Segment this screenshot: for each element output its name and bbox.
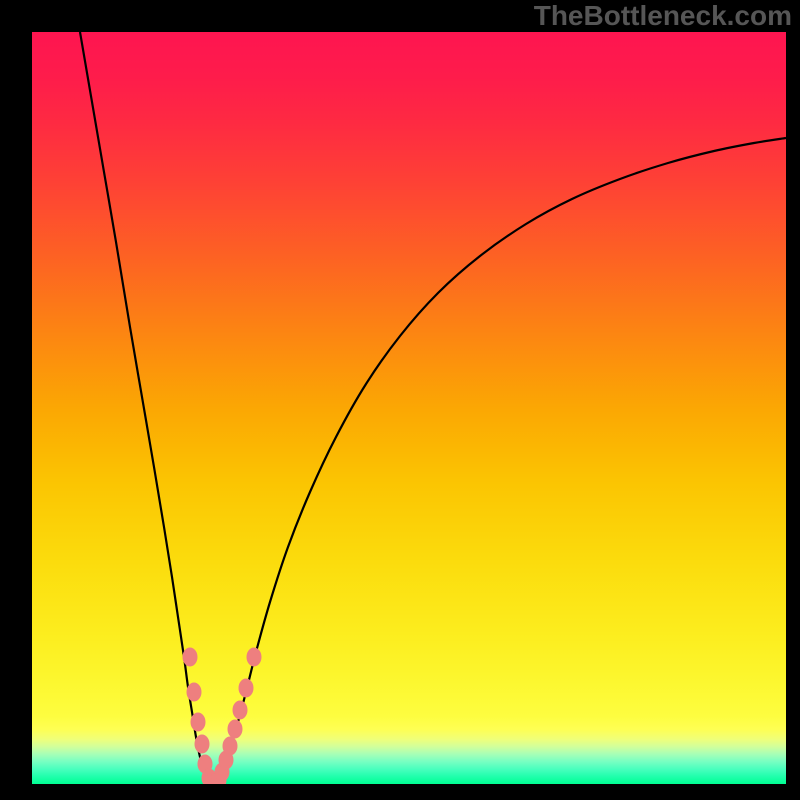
marker-dot [183,648,197,666]
marker-dot [233,701,247,719]
marker-dot [223,737,237,755]
plot-area [32,32,786,784]
watermark-text: TheBottleneck.com [534,0,792,32]
marker-dot [187,683,201,701]
right-curve [212,138,786,784]
curves-layer [32,32,786,784]
marker-dot [228,720,242,738]
marker-dot [247,648,261,666]
marker-dot [239,679,253,697]
marker-group [183,648,261,784]
left-curve [80,32,212,784]
marker-dot [191,713,205,731]
chart-container: TheBottleneck.com [0,0,800,800]
marker-dot [195,735,209,753]
